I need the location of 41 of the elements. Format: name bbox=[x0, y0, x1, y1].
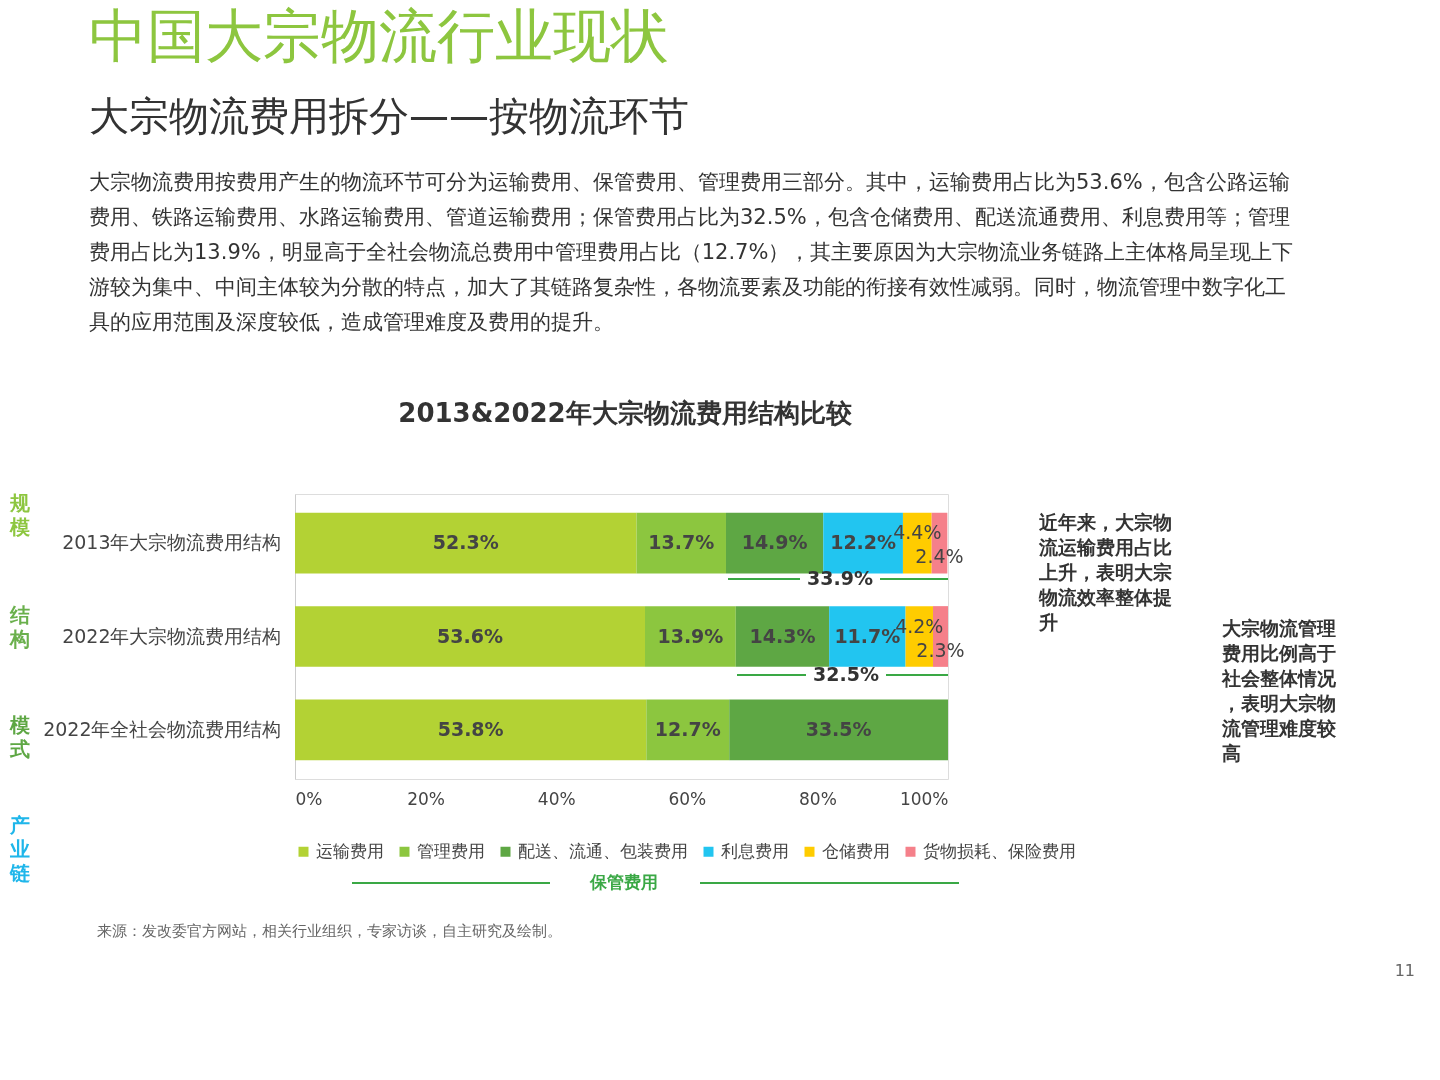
data-label: 14.3% bbox=[749, 624, 816, 647]
annotation: 33.9% bbox=[807, 567, 873, 589]
data-label: 53.8% bbox=[437, 717, 504, 740]
text: 11 bbox=[1394, 961, 1415, 980]
source-note: 来源：发改委官方网站，相关行业组织，专家访谈，自主研究及绘制。 bbox=[97, 922, 562, 940]
y-tick-label: 2013年大宗物流费用结构 bbox=[62, 531, 282, 554]
y-tick-label: 2022年全社会物流费用结构 bbox=[43, 717, 282, 740]
chart-title: 2013&2022年大宗物流费用结构比较 bbox=[398, 398, 853, 428]
data-label: 13.9% bbox=[657, 624, 724, 647]
data-label: 2.4% bbox=[915, 545, 964, 568]
x-tick-label: 40% bbox=[537, 788, 576, 809]
y-tick-label: 2022年大宗物流费用结构 bbox=[62, 624, 282, 647]
text: 近年来，大宗物流运输费用占比上升，表明大宗物流效率整体提升 bbox=[1038, 511, 1172, 633]
data-label: 52.3% bbox=[432, 531, 499, 554]
legend-label: 仓储费用 bbox=[822, 840, 890, 861]
legend-label: 利息费用 bbox=[721, 840, 789, 861]
x-tick-label: 20% bbox=[407, 788, 445, 809]
text: 中国大宗物流行业现状 bbox=[89, 2, 669, 70]
text: 保管费用 bbox=[589, 872, 658, 892]
data-label: 2.3% bbox=[916, 638, 965, 661]
text: 规模 bbox=[9, 491, 30, 539]
x-tick-label: 60% bbox=[668, 788, 707, 809]
text: 产业链 bbox=[9, 813, 31, 885]
data-label: 33.5% bbox=[805, 717, 872, 740]
legend-label: 货物损耗、保险费用 bbox=[923, 840, 1076, 861]
data-label: 53.6% bbox=[437, 624, 503, 647]
text: 大宗物流管理费用比例高于社会整体情况，表明大宗物流管理难度较高 bbox=[1221, 617, 1337, 764]
x-tick-label: 100% bbox=[899, 788, 949, 809]
legend-label: 管理费用 bbox=[417, 840, 485, 861]
text: 大宗物流费用拆分——按物流环节 bbox=[89, 93, 689, 139]
data-label: 13.7% bbox=[648, 531, 715, 554]
text: 模式 bbox=[9, 713, 30, 761]
text: 结构 bbox=[9, 603, 30, 651]
text: 大宗物流费用按费用产生的物流环节可分为运输费用、保管费用、管理费用三部分。其中，运输费用占比为53.6%，包含公路运输费用、铁路运输费用、水路运输费用、管道运输费用；保管费用占比为32.5%，包含仓储费用、配送流通费用、利息费用等；管理费用占比为13.9%，明显高于全社会物流总费用中管理费用占比（12.7%），其主要原因为大宗物流业务链路上主体格局呈现上下游较为集中、中间主体较为分散的特点，加大了其链路复杂性，各物流要素及功能的衔接有效性减弱。同时，物流管理中数字化工具的应用范围及深度较低，造成管理难度及费用的提升。 bbox=[89, 170, 1294, 334]
x-tick-label: 80% bbox=[799, 788, 837, 809]
annotation: 32.5% bbox=[813, 663, 879, 685]
data-label: 12.7% bbox=[654, 717, 721, 740]
x-tick-label: 0% bbox=[295, 788, 323, 809]
data-label: 14.9% bbox=[741, 531, 808, 554]
legend-label: 运输费用 bbox=[316, 840, 384, 861]
legend-label: 配送、流通、包装费用 bbox=[518, 840, 688, 861]
